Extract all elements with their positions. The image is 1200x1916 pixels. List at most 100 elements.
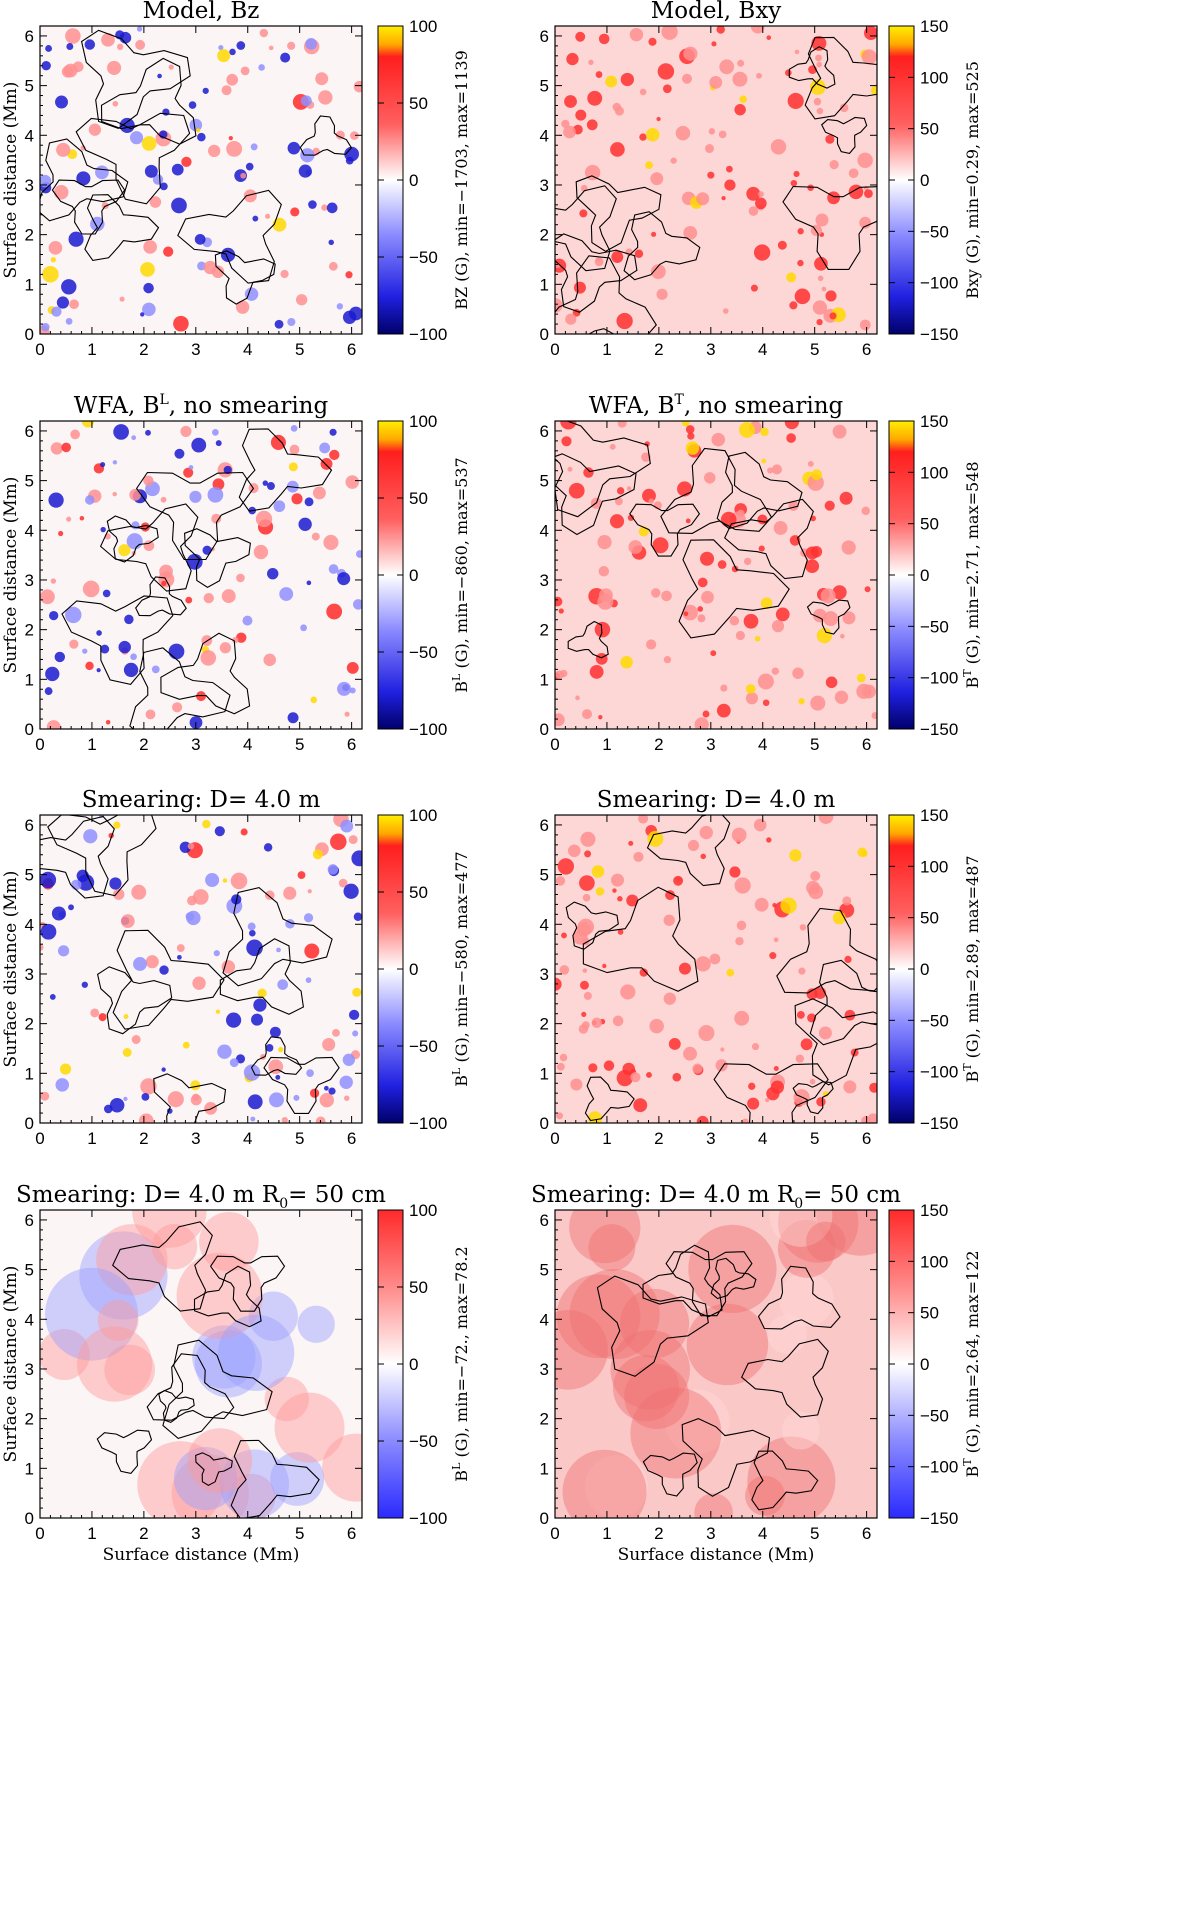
heatmap-blob xyxy=(646,639,657,650)
heatmap-blob xyxy=(253,998,267,1012)
heatmap-blob xyxy=(734,877,751,894)
colorbar-tick-label: 100 xyxy=(409,412,437,431)
heatmap-blob xyxy=(777,240,787,250)
heatmap-blob xyxy=(257,988,267,998)
heatmap-blob xyxy=(567,466,573,472)
heatmap-blob xyxy=(40,943,44,951)
heatmap-blob xyxy=(648,37,657,46)
heatmap-blob xyxy=(648,498,655,504)
heatmap-blob xyxy=(612,888,617,893)
y-tick-label: 1 xyxy=(540,1459,549,1478)
x-tick-label: 2 xyxy=(654,1524,663,1543)
heatmap-blob xyxy=(793,170,800,178)
heatmap-field xyxy=(40,26,362,334)
heatmap-blob xyxy=(748,1082,756,1090)
heatmap-blob xyxy=(627,514,635,521)
heatmap-blob xyxy=(683,611,689,617)
heatmap-blob xyxy=(141,136,157,151)
heatmap-blob xyxy=(685,441,700,455)
panel-title-rest: = 50 cm xyxy=(288,1182,386,1208)
heatmap-blob xyxy=(289,444,300,455)
colorbar-tick-label: 0 xyxy=(920,960,929,979)
y-tick-label: 5 xyxy=(540,472,549,491)
plot-frame xyxy=(554,1209,878,1519)
colorbar-label-symbol: B xyxy=(963,1071,982,1083)
heatmap-blob xyxy=(219,1449,290,1518)
heatmap-blob xyxy=(612,1355,680,1422)
heatmap-blob xyxy=(641,452,651,462)
heatmap-blob xyxy=(49,610,59,621)
heatmap-blob xyxy=(638,815,649,824)
heatmap-blob xyxy=(609,514,625,529)
heatmap-blob xyxy=(49,994,56,1000)
heatmap-blob xyxy=(264,1376,310,1422)
heatmap-blob xyxy=(159,564,173,579)
x-tick-label: 2 xyxy=(139,735,148,754)
x-tick-label: 2 xyxy=(139,1524,148,1543)
heatmap-blob xyxy=(561,932,567,939)
contour-line xyxy=(263,1056,340,1114)
heatmap-blob xyxy=(816,627,833,644)
x-tick-label: 5 xyxy=(295,340,304,359)
heatmap-blob xyxy=(66,516,72,522)
contour-line xyxy=(51,179,126,235)
colorbar-tick-label: −150 xyxy=(920,1509,958,1528)
y-tick-label: 1 xyxy=(25,275,34,294)
heatmap-blob xyxy=(717,560,727,569)
heatmap-blob xyxy=(753,244,771,261)
heatmap-blob xyxy=(800,1038,813,1051)
heatmap-blob xyxy=(352,1030,359,1037)
colorbar-tick-label: −50 xyxy=(920,1011,949,1030)
heatmap-blob xyxy=(61,65,74,78)
heatmap-blob xyxy=(171,197,187,214)
heatmap-blob xyxy=(176,944,185,952)
heatmap-blob xyxy=(172,702,183,713)
heatmap-blob xyxy=(40,174,52,188)
heatmap-blob xyxy=(807,184,814,191)
contour-line xyxy=(153,1073,227,1123)
panel-title: Smearing: D= 4.0 m xyxy=(82,787,321,813)
heatmap-blob xyxy=(330,833,347,850)
heatmap-blob xyxy=(329,449,340,461)
heatmap-blob xyxy=(151,1223,198,1270)
x-axis-label: Surface distance (Mm) xyxy=(618,1545,815,1565)
heatmap-blob xyxy=(697,614,706,623)
heatmap-blob xyxy=(810,695,826,711)
heatmap-blob xyxy=(588,59,594,65)
heatmap-blob xyxy=(722,308,729,314)
heatmap-blob xyxy=(315,72,329,86)
heatmap-blob xyxy=(138,1113,154,1123)
heatmap-blob xyxy=(293,1094,300,1101)
heatmap-blob xyxy=(561,436,572,447)
heatmap-blob xyxy=(51,306,62,317)
y-tick-label: 5 xyxy=(540,77,549,96)
heatmap-blob xyxy=(217,49,231,63)
heatmap-blob xyxy=(565,313,577,325)
heatmap-blob xyxy=(123,662,139,678)
heatmap-blob xyxy=(683,225,698,240)
heatmap-blob xyxy=(218,44,224,51)
heatmap-field xyxy=(555,26,877,334)
heatmap-blob xyxy=(754,897,769,912)
heatmap-blob xyxy=(298,164,312,178)
heatmap-blob xyxy=(579,875,595,891)
heatmap-blob xyxy=(324,1085,329,1091)
heatmap-blob xyxy=(779,1271,834,1327)
colorbar-label: BL (G), min=−72., max=78.2 xyxy=(450,1246,471,1481)
heatmap-blob xyxy=(760,427,769,437)
heatmap-blob xyxy=(258,64,265,71)
heatmap-blob xyxy=(326,603,343,620)
heatmap-blob xyxy=(591,865,605,878)
heatmap-blob xyxy=(346,661,359,674)
heatmap-blob xyxy=(187,1428,253,1493)
contour-line xyxy=(135,576,187,617)
colorbar-label-rest: (G), min=2.71, max=548 xyxy=(963,461,982,669)
heatmap-blob xyxy=(332,1028,340,1037)
heatmap-blob xyxy=(720,511,737,528)
contour-line xyxy=(40,138,129,222)
heatmap-blob xyxy=(784,69,792,77)
heatmap-blob xyxy=(323,534,339,550)
heatmap-blob xyxy=(283,886,297,900)
heatmap-blob xyxy=(236,632,247,643)
heatmap-blob xyxy=(352,987,362,997)
